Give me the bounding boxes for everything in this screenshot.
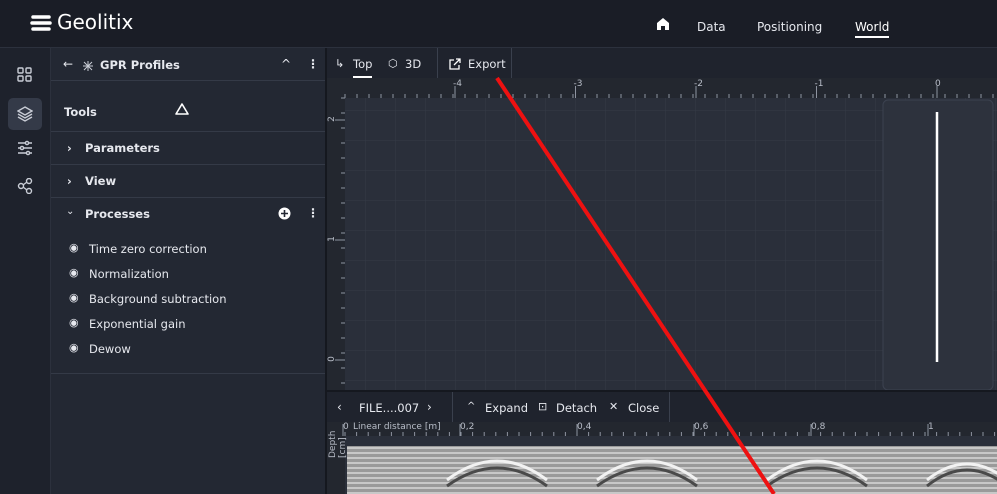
page: {"header": {"brand": "Geolitix", "nav": …: [0, 0, 997, 494]
annotation-line: [497, 78, 774, 494]
annotation-overlay: [0, 0, 997, 494]
